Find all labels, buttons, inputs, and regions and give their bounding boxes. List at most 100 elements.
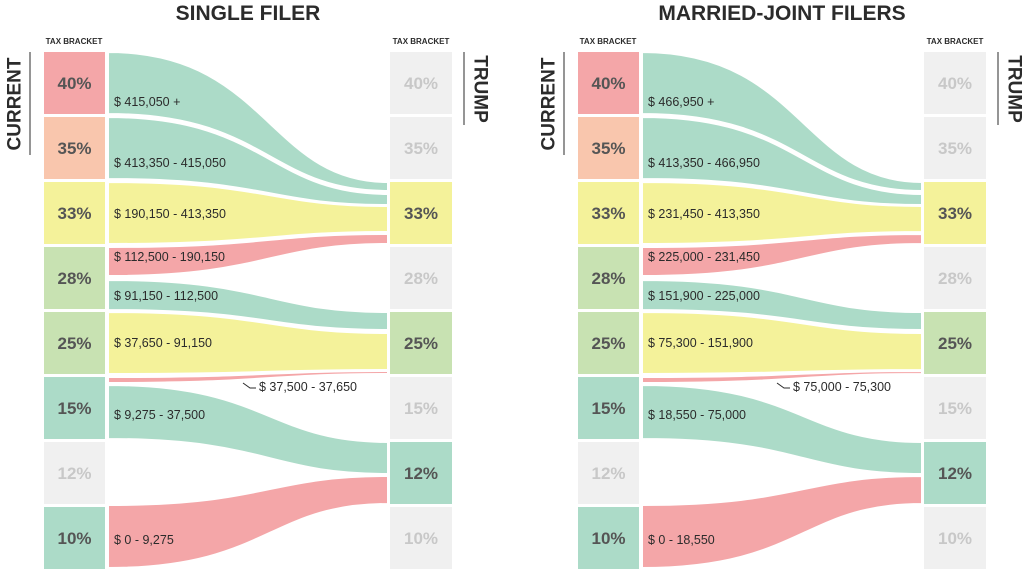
current-side-label: CURRENT [539, 57, 560, 150]
trump-bracket-rate: 28% [404, 269, 438, 288]
trump-column-header: TAX BRACKET [927, 37, 984, 46]
trump-bracket-rate: 12% [404, 464, 438, 483]
current-bracket-rate: 33% [57, 204, 91, 223]
flow-range-label: $ 75,000 - 75,300 [793, 380, 891, 394]
flow-range-label: $ 466,950 + [648, 95, 714, 109]
current-bracket-box [44, 442, 105, 504]
flow-band [107, 474, 389, 570]
panel-title: MARRIED-JOINT FILERS [658, 2, 905, 25]
trump-bracket-rate: 33% [404, 204, 438, 223]
current-bracket-box [44, 52, 105, 114]
trump-bracket-box [924, 507, 986, 569]
current-bracket-box [44, 117, 105, 179]
flow-range-label: $ 225,000 - 231,450 [648, 250, 760, 264]
flow-range-label: $ 75,300 - 151,900 [648, 336, 753, 350]
trump-bracket-rate: 40% [404, 74, 438, 93]
current-bracket-rate: 10% [57, 529, 91, 548]
current-bracket-rate: 25% [591, 334, 625, 353]
flow-band [641, 383, 923, 476]
flow-band [107, 278, 389, 332]
flow-range-label: $ 0 - 9,275 [114, 533, 174, 547]
flow-range-label: $ 231,450 - 413,350 [648, 207, 760, 221]
trump-bracket-box [390, 377, 452, 439]
trump-bracket-rate: 33% [938, 204, 972, 223]
current-bracket-rate: 40% [57, 74, 91, 93]
flow-band [107, 383, 389, 476]
flow-range-label: $ 413,350 - 466,950 [648, 156, 760, 170]
trump-side-label: TRUMP [1004, 55, 1024, 123]
current-bracket-box [578, 442, 639, 504]
current-bracket-rate: 33% [591, 204, 625, 223]
trump-side-label: TRUMP [470, 55, 491, 123]
trump-bracket-box [390, 247, 452, 309]
trump-bracket-box [390, 442, 452, 504]
trump-bracket-box [390, 507, 452, 569]
current-bracket-rate: 15% [57, 399, 91, 418]
trump-bracket-box [924, 117, 986, 179]
trump-bracket-rate: 12% [938, 464, 972, 483]
flow-range-label: $ 37,650 - 91,150 [114, 336, 212, 350]
flow-range-label: $ 151,900 - 225,000 [648, 289, 760, 303]
trump-bracket-rate: 40% [938, 74, 972, 93]
flow-band [641, 115, 923, 207]
flow-band [641, 180, 923, 246]
trump-bracket-box [924, 442, 986, 504]
current-bracket-rate: 28% [57, 269, 91, 288]
trump-bracket-rate: 10% [938, 529, 972, 548]
current-bracket-box [44, 377, 105, 439]
flow-band [641, 278, 923, 332]
flow-band [107, 115, 389, 207]
trump-bracket-box [390, 117, 452, 179]
flow-band [641, 474, 923, 570]
trump-bracket-rate: 10% [404, 529, 438, 548]
flow-band [641, 50, 923, 193]
trump-bracket-box [924, 52, 986, 114]
trump-bracket-box [924, 247, 986, 309]
current-bracket-rate: 35% [591, 139, 625, 158]
current-bracket-rate: 15% [591, 399, 625, 418]
trump-bracket-rate: 35% [404, 139, 438, 158]
current-bracket-rate: 25% [57, 334, 91, 353]
current-bracket-box [578, 52, 639, 114]
current-bracket-box [44, 182, 105, 244]
current-bracket-box [578, 507, 639, 569]
panel-title: SINGLE FILER [176, 2, 321, 25]
flow-range-label: $ 413,350 - 415,050 [114, 156, 226, 170]
flow-range-label: $ 190,150 - 413,350 [114, 207, 226, 221]
current-bracket-rate: 40% [591, 74, 625, 93]
current-bracket-box [578, 312, 639, 374]
current-bracket-rate: 28% [591, 269, 625, 288]
flow-range-label: $ 9,275 - 37,500 [114, 408, 205, 422]
flow-band [107, 369, 389, 385]
flow-band [641, 232, 923, 278]
flow-band [107, 50, 389, 193]
current-column-header: TAX BRACKET [580, 37, 637, 46]
trump-bracket-box [924, 182, 986, 244]
trump-bracket-rate: 35% [938, 139, 972, 158]
flow-range-label: $ 18,550 - 75,000 [648, 408, 746, 422]
current-bracket-box [578, 182, 639, 244]
trump-bracket-box [390, 312, 452, 374]
current-bracket-box [578, 117, 639, 179]
callout-leader-line [242, 382, 256, 389]
flow-band [107, 310, 389, 376]
flow-band [641, 369, 923, 385]
flow-band [641, 310, 923, 376]
current-bracket-rate: 12% [591, 464, 625, 483]
current-bracket-box [44, 247, 105, 309]
current-bracket-rate: 10% [591, 529, 625, 548]
current-bracket-box [44, 507, 105, 569]
flow-range-label: $ 112,500 - 190,150 [114, 250, 225, 264]
current-column-header: TAX BRACKET [46, 37, 103, 46]
callout-leader-line [776, 382, 790, 389]
flow-range-label: $ 415,050 + [114, 95, 180, 109]
current-bracket-box [578, 247, 639, 309]
trump-bracket-box [390, 182, 452, 244]
current-side-label: CURRENT [5, 57, 26, 150]
current-bracket-rate: 35% [57, 139, 91, 158]
trump-bracket-box [924, 312, 986, 374]
current-bracket-box [44, 312, 105, 374]
trump-bracket-rate: 15% [938, 399, 972, 418]
